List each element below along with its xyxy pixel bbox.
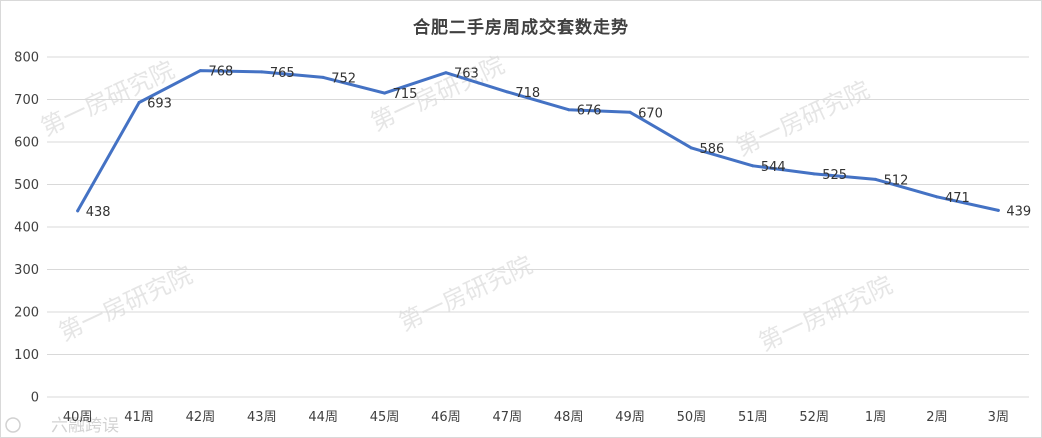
y-tick-label: 0 <box>31 391 39 406</box>
data-label: 512 <box>884 173 909 188</box>
data-label: 768 <box>208 65 233 80</box>
data-label: 763 <box>454 67 479 82</box>
series-line <box>76 69 1000 213</box>
data-point <box>321 75 325 79</box>
x-tick-label: 52周 <box>799 410 829 425</box>
data-label: 544 <box>761 160 786 175</box>
gridlines <box>47 56 1029 398</box>
x-tick-label: 44周 <box>308 410 338 425</box>
data-point <box>505 90 509 94</box>
data-point <box>874 177 878 181</box>
y-tick-label: 800 <box>14 51 39 66</box>
x-tick-label: 51周 <box>738 410 768 425</box>
watermark-text: 第一房研究院 <box>394 251 536 337</box>
x-tick-label: 49周 <box>615 410 645 425</box>
data-point <box>137 100 141 104</box>
x-axis: 40周 41周 42周 43周 44周 45周 46周 47周 48周 49周 50周 51周 52周 1… <box>63 410 1009 425</box>
data-point <box>812 172 816 176</box>
data-point <box>751 164 755 168</box>
data-label: 765 <box>270 66 295 81</box>
y-tick-label: 400 <box>14 221 39 236</box>
data-label: 718 <box>515 86 540 101</box>
corner-logo: 六融跨误 <box>5 416 119 436</box>
data-point <box>689 146 693 150</box>
x-tick-label: 43周 <box>247 410 277 425</box>
data-point <box>444 71 448 75</box>
y-tick-label: 600 <box>14 136 39 151</box>
data-point <box>76 209 80 213</box>
data-label: 586 <box>699 142 724 157</box>
corner-logo-text: 六融跨误 <box>51 416 119 436</box>
data-point <box>996 208 1000 212</box>
data-label: 752 <box>331 71 356 86</box>
data-label: 439 <box>1006 204 1031 219</box>
x-tick-label: 50周 <box>677 410 707 425</box>
data-label: 471 <box>945 191 970 206</box>
data-point <box>383 91 387 95</box>
x-tick-label: 47周 <box>493 410 523 425</box>
x-tick-label: 3周 <box>988 410 1009 425</box>
data-point <box>628 110 632 114</box>
x-tick-label: 2周 <box>926 410 947 425</box>
x-tick-label: 45周 <box>370 410 400 425</box>
series-layer <box>76 69 1000 213</box>
y-tick-label: 200 <box>14 306 39 321</box>
data-point <box>935 195 939 199</box>
y-tick-label: 100 <box>14 348 39 363</box>
watermark-text: 第一房研究院 <box>731 76 873 162</box>
x-tick-label: 46周 <box>431 410 461 425</box>
data-label: 676 <box>577 104 602 119</box>
watermark-text: 第一房研究院 <box>54 261 196 347</box>
data-point <box>567 108 571 112</box>
x-tick-label: 48周 <box>554 410 584 425</box>
y-tick-label: 300 <box>14 263 39 278</box>
data-label: 670 <box>638 106 663 121</box>
data-label: 438 <box>86 205 111 220</box>
logo-mark-icon <box>5 417 21 433</box>
watermark-text: 第一房研究院 <box>366 51 508 137</box>
data-point <box>260 70 264 74</box>
data-point <box>198 69 202 73</box>
x-tick-label: 41周 <box>124 410 154 425</box>
data-label: 525 <box>822 168 847 183</box>
y-axis: 0 100 200 300 400 500 600 700 800 <box>14 51 39 406</box>
x-tick-label: 42周 <box>186 410 216 425</box>
x-tick-label: 1周 <box>865 410 886 425</box>
y-tick-label: 500 <box>14 178 39 193</box>
x-tick-label: 40周 <box>63 410 93 425</box>
data-labels: 438 693 768 765 752 715 763 718 676 670 586 544 525 5… <box>86 65 1031 220</box>
chart-title: 合肥二手房周成交套数走势 <box>413 18 629 38</box>
data-label: 715 <box>393 87 418 102</box>
watermark-text: 第一房研究院 <box>754 271 896 357</box>
y-tick-label: 700 <box>14 93 39 108</box>
data-label: 693 <box>147 96 172 111</box>
